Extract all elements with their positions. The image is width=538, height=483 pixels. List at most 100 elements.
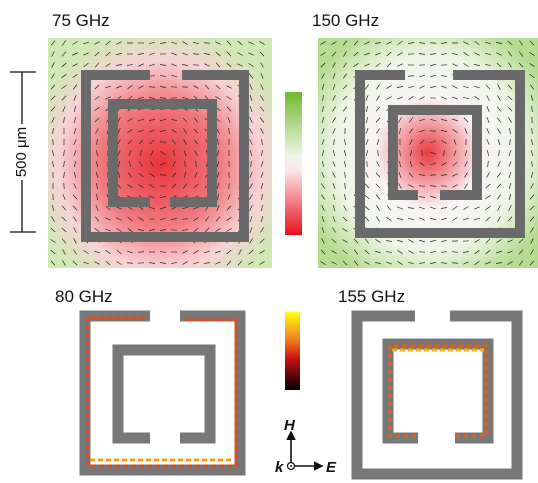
field-arrow xyxy=(226,40,232,46)
panel-label: 150 GHz xyxy=(312,11,379,30)
field-arrow xyxy=(52,138,54,146)
field-arrow xyxy=(72,41,78,45)
field-arrow xyxy=(227,194,231,200)
field-arrow xyxy=(149,41,155,45)
field-arrow xyxy=(441,217,447,221)
field-arrow xyxy=(72,73,78,79)
field-arrow xyxy=(429,86,437,88)
field-arrow xyxy=(408,96,414,100)
field-arrow xyxy=(353,40,359,46)
field-arrow xyxy=(529,73,535,79)
field-arrow xyxy=(497,128,501,134)
field-arrow xyxy=(529,40,535,46)
field-arrow xyxy=(226,205,232,211)
field-arrow xyxy=(149,172,155,178)
h-label: H xyxy=(284,417,296,434)
field-arrow xyxy=(408,117,414,123)
field-arrow xyxy=(463,206,469,210)
field-arrow xyxy=(430,151,436,155)
field-arrow xyxy=(52,127,54,135)
field-arrow xyxy=(396,218,404,220)
field-arrow xyxy=(344,171,346,179)
field-arrow xyxy=(464,172,468,178)
field-arrow xyxy=(260,183,264,189)
field-arrow xyxy=(440,174,448,176)
field-arrow xyxy=(259,117,265,123)
field-arrow xyxy=(463,96,469,100)
field-arrow xyxy=(344,193,346,201)
field-arrow xyxy=(375,194,381,200)
field-arrow xyxy=(343,62,347,68)
field-arrow xyxy=(485,84,491,90)
field-arrow xyxy=(127,250,133,254)
field-arrow xyxy=(486,95,490,101)
field-arrow xyxy=(248,62,254,68)
field-arrow xyxy=(215,41,221,45)
field-arrow xyxy=(50,95,56,101)
field-arrow xyxy=(61,51,67,57)
field-arrow xyxy=(386,216,392,222)
field-arrow xyxy=(529,260,535,266)
field-arrow xyxy=(62,194,66,200)
field-arrow xyxy=(51,73,55,79)
field-arrow xyxy=(261,149,263,157)
field-arrow xyxy=(248,249,254,255)
field-arrow xyxy=(398,183,402,189)
field-arrow xyxy=(321,172,325,178)
field-arrow xyxy=(386,62,392,68)
field-arrow xyxy=(249,106,253,112)
field-arrow xyxy=(215,261,221,265)
field-arrow xyxy=(183,139,187,145)
inner-ring xyxy=(112,344,216,444)
field-arrow xyxy=(321,117,325,123)
field-arrow xyxy=(408,184,414,188)
field-arrow xyxy=(50,106,56,112)
field-arrow xyxy=(248,261,254,265)
field-arrow xyxy=(374,262,382,264)
field-arrow xyxy=(419,118,425,122)
field-arrow xyxy=(342,95,348,101)
field-arrow xyxy=(429,218,437,220)
field-arrow xyxy=(496,239,502,243)
field-arrow xyxy=(105,96,111,100)
field-arrow xyxy=(61,227,67,233)
vector-field xyxy=(320,40,535,266)
field-arrow xyxy=(441,85,447,89)
field-arrow xyxy=(419,139,425,145)
field-arrow xyxy=(375,117,381,123)
field-arrow xyxy=(485,206,491,210)
field-arrow xyxy=(95,172,99,178)
field-arrow xyxy=(159,130,167,132)
field-arrow xyxy=(421,149,423,157)
field-arrow xyxy=(530,227,534,233)
field-arrow xyxy=(148,119,156,121)
field-arrow xyxy=(529,194,535,200)
field-arrow xyxy=(498,149,500,157)
field-arrow xyxy=(496,172,502,178)
field-arrow xyxy=(173,149,175,157)
field-arrow xyxy=(50,238,56,244)
field-arrow xyxy=(237,260,243,266)
field-arrow xyxy=(159,64,167,66)
field-arrow xyxy=(408,41,414,45)
field-arrow xyxy=(138,129,144,133)
field-arrow xyxy=(170,119,178,121)
field-arrow xyxy=(160,261,166,265)
field-arrow xyxy=(486,128,490,134)
field-arrow xyxy=(105,228,111,232)
field-arrow xyxy=(96,149,98,157)
field-arrow xyxy=(496,41,502,45)
field-arrow xyxy=(464,183,468,189)
field-arrow xyxy=(485,63,491,67)
field-arrow xyxy=(518,62,524,68)
field-arrow xyxy=(377,149,379,157)
field-arrow xyxy=(149,184,155,188)
field-arrow xyxy=(149,129,155,133)
field-arrow xyxy=(507,40,513,46)
field-arrow xyxy=(332,84,336,90)
field-arrow xyxy=(518,249,524,255)
field-arrow xyxy=(137,119,145,121)
field-arrow xyxy=(105,85,111,89)
field-arrow xyxy=(193,117,199,123)
field-arrow xyxy=(216,128,220,134)
